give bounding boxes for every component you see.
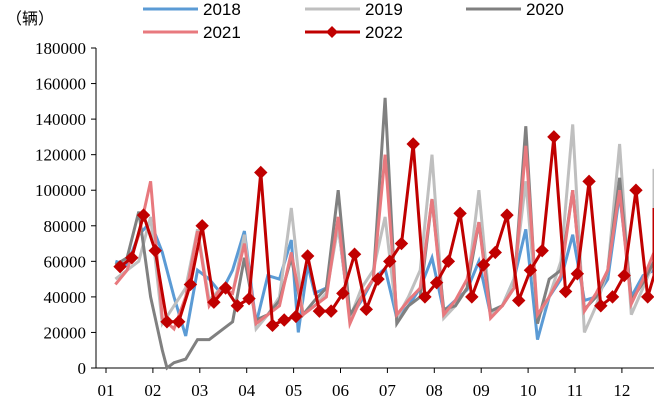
data-point-2022 [195,219,209,233]
data-point-2022 [547,130,561,144]
x-tick-label: 04 [238,381,256,397]
data-point-2022 [476,258,491,272]
data-point-2022 [383,254,397,269]
legend-label-2021: 2021 [203,23,241,42]
data-point-2022 [371,272,385,286]
y-tick-label: 60000 [44,252,87,271]
data-point-2022 [582,174,596,189]
x-tick-label: 05 [285,381,302,397]
data-point-2022 [242,291,256,306]
data-point-2022 [171,315,186,329]
x-tick-label: 02 [144,381,161,397]
data-point-2022 [640,290,654,304]
x-tick-label: 12 [613,381,630,397]
x-tick-label: 07 [379,381,397,397]
x-tick-label: 06 [332,381,349,397]
data-point-2022 [347,247,362,261]
legend-label-2022: 2022 [365,23,403,42]
data-point-2022 [148,243,162,258]
x-tick-label: 11 [567,381,583,397]
series-lines [114,97,654,371]
data-point-2022 [429,275,444,290]
data-point-2022 [136,208,151,222]
x-tick-label: 03 [191,381,208,397]
x-tick-label: 10 [520,381,537,397]
data-point-2022 [289,309,303,324]
y-tick-label: 40000 [44,288,87,307]
data-point-2022 [265,318,280,333]
data-point-2022 [465,290,479,304]
data-point-2022 [230,299,245,313]
data-point-2022 [500,208,514,222]
data-point-2022 [359,302,374,317]
y-tick-label: 80000 [44,217,87,236]
x-tick-label: 08 [426,381,443,397]
data-point-2022 [418,290,432,304]
data-point-2022 [617,268,631,283]
data-point-2022 [218,281,233,295]
y-axis-label: （辆） [6,9,54,28]
data-point-2022 [406,137,420,151]
y-tick-label: 120000 [35,146,86,165]
data-point-2022 [300,249,315,263]
legend-marker-2022 [326,26,338,38]
data-point-2022 [570,267,585,281]
series-markers [113,130,654,333]
data-point-2022 [558,284,573,299]
data-point-2022 [535,243,549,258]
legend-label-2019: 2019 [365,0,403,19]
data-point-2022 [183,277,198,292]
data-point-2022 [594,299,608,313]
data-point-2022 [512,293,526,308]
data-point-2022 [629,183,643,197]
x-tick-label: 09 [473,381,490,397]
data-point-2022 [324,304,338,318]
data-point-2022 [277,313,291,327]
data-point-2022 [125,251,139,265]
y-tick-label: 140000 [35,110,86,129]
legend: 2018 2019 2020 2021 2022 [143,0,564,42]
data-point-2022 [523,263,538,277]
data-point-2022 [312,304,327,318]
data-point-2022 [254,165,268,180]
data-point-2022 [207,295,221,309]
x-tick-label: 01 [98,381,115,397]
data-point-2022 [160,315,174,329]
legend-label-2018: 2018 [203,0,241,19]
y-tick-label: 20000 [44,323,87,342]
y-tick-label: 100000 [35,181,86,200]
legend-label-2020: 2020 [526,0,564,19]
data-point-2022 [336,286,350,301]
y-tick-label: 0 [78,359,87,378]
data-point-2022 [394,236,409,251]
data-point-2022 [113,259,127,274]
y-axis: 0 20000 40000 60000 80000 100000 120000 140000 1… [35,39,97,378]
data-point-2022 [488,245,502,260]
y-tick-label: 160000 [35,75,86,94]
x-axis: 01 02 03 04 05 06 07 08 09 10 11 12 [96,367,654,397]
data-point-2022 [441,254,456,269]
data-point-2022 [453,206,467,221]
data-point-2022 [605,290,620,304]
y-tick-label: 180000 [35,39,86,58]
